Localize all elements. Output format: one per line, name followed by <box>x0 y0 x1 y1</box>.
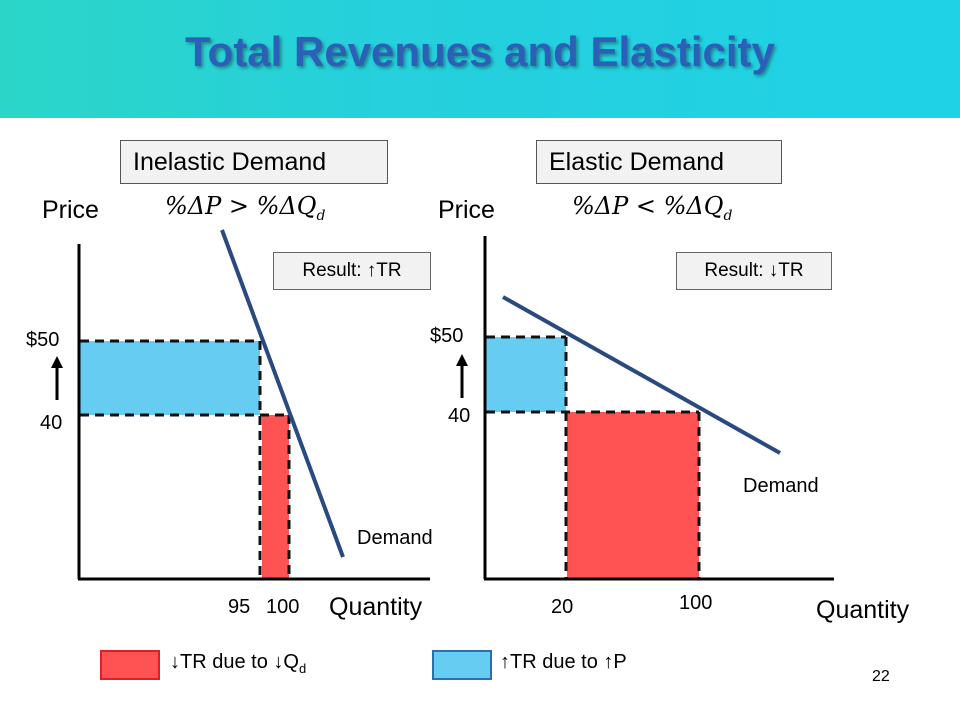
legend-gain-swatch <box>432 650 492 680</box>
right-formula: %ΔP < %ΔQd <box>572 192 732 224</box>
left-demand-curve <box>220 229 345 558</box>
left-curve-label: Demand <box>357 527 433 549</box>
legend-loss-label: ↓TR due to ↓Q <box>170 651 299 673</box>
right-heading-box: Elastic Demand <box>536 140 782 184</box>
left-loss-area <box>262 415 289 578</box>
left-x-axis-label: Quantity <box>329 593 423 621</box>
legend-loss-swatch <box>100 650 160 680</box>
left-price-high: $50 <box>26 329 60 351</box>
title-banner <box>0 0 960 118</box>
right-demand-curve <box>502 295 781 455</box>
legend-loss: ↓TR due to ↓Qd <box>170 651 306 676</box>
left-dashed-guides <box>80 339 291 578</box>
right-dashed-guides <box>486 335 701 578</box>
left-formula: %ΔP > %ΔQd <box>165 192 325 224</box>
right-y-axis-label: Price <box>438 196 495 224</box>
left-qty-95: 95 <box>228 596 251 618</box>
right-result: Result: ↓TR <box>704 260 804 281</box>
left-heading-box: Inelastic Demand <box>120 140 388 184</box>
left-result-box: Result: ↑TR <box>273 252 431 290</box>
left-result: Result: ↑TR <box>302 260 402 281</box>
right-x-axis-label: Quantity <box>816 596 910 624</box>
right-result-box: Result: ↓TR <box>676 252 832 290</box>
slide-title: Total Revenues and Elasticity <box>185 28 775 75</box>
left-gain-area <box>80 341 260 415</box>
left-up-arrow <box>51 356 63 400</box>
right-price-high: $50 <box>430 325 464 347</box>
right-price-low: 40 <box>448 405 471 427</box>
right-loss-area <box>567 412 699 578</box>
right-formula-sub: d <box>723 207 733 224</box>
right-formula-text: %ΔP < %ΔQ <box>572 192 724 220</box>
right-up-arrow <box>456 354 468 398</box>
left-qty-100: 100 <box>266 596 300 618</box>
slide-number: 22 <box>872 668 890 685</box>
right-qty-20: 20 <box>551 596 574 618</box>
legend-loss-sub: d <box>298 661 307 676</box>
right-curve-label: Demand <box>743 475 819 497</box>
left-formula-text: %ΔP > %ΔQ <box>165 192 317 220</box>
right-gain-area <box>486 337 566 412</box>
left-formula-sub: d <box>316 207 326 224</box>
right-qty-100: 100 <box>679 592 713 614</box>
left-y-axis-label: Price <box>42 196 99 224</box>
right-heading: Elastic Demand <box>549 148 725 176</box>
left-heading: Inelastic Demand <box>133 148 327 176</box>
legend-gain-label: ↑TR due to ↑P <box>500 651 627 673</box>
left-price-low: 40 <box>40 412 63 434</box>
